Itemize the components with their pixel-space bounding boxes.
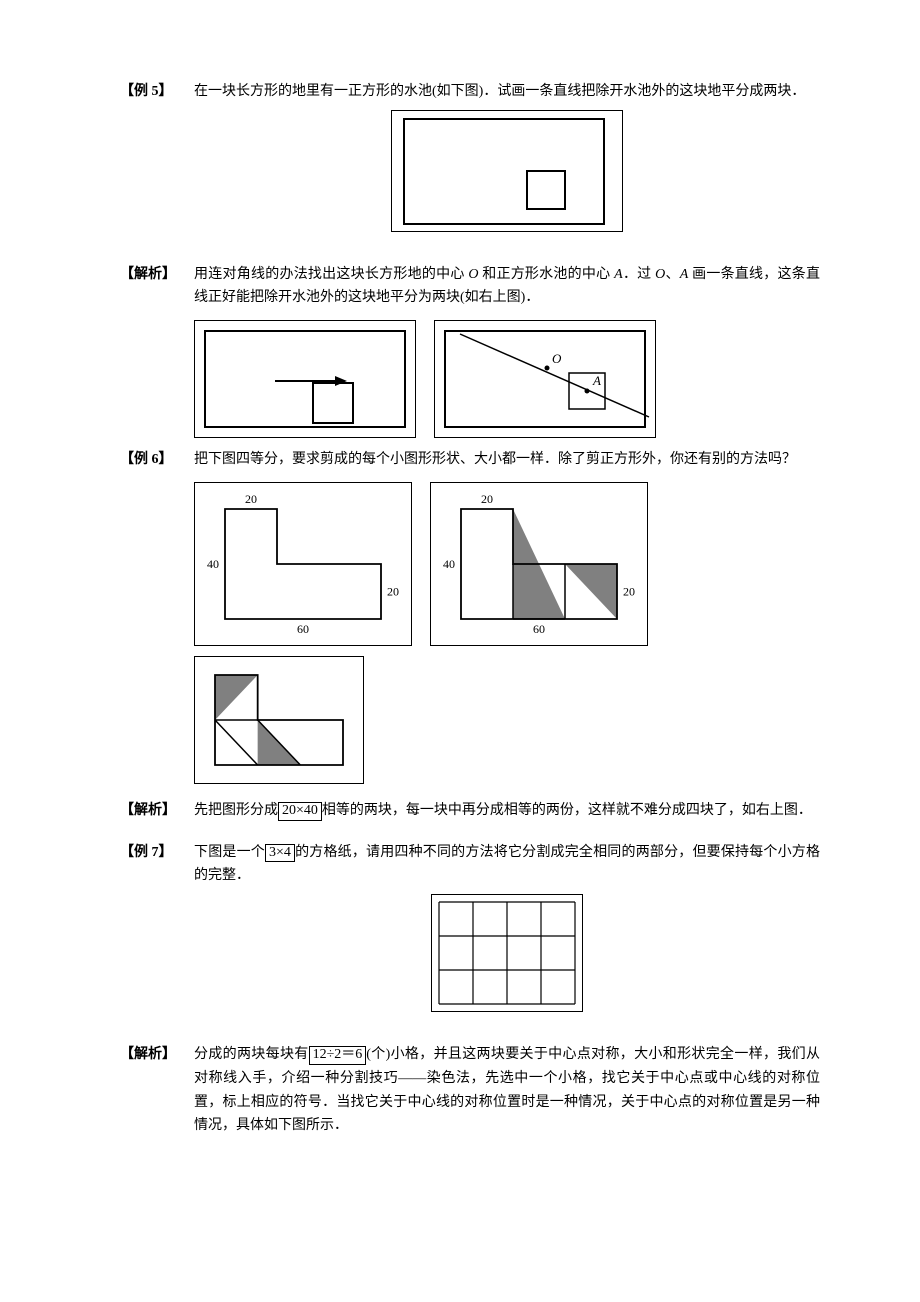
analysis-5: 【解析】 用连对角线的办法找出这块长方形地的中心 O 和正方形水池的中心 A．过… — [120, 263, 820, 315]
example-6: 【例 6】 把下图四等分，要求剪成的每个小图形形状、大小都一样．除了剪正方形外，… — [120, 448, 820, 476]
analysis-6: 【解析】 先把图形分成20×40相等的两块，每一块中再分成相等的两份，这样就不难… — [120, 799, 820, 827]
an7-box: 12÷2＝6 — [309, 1046, 367, 1065]
example-5-tag: 【例 5】 — [120, 80, 194, 257]
example-7-body: 下图是一个3×4的方格纸，请用四种不同的方法将它分割成完全相同的两部分，但要保持… — [194, 841, 820, 1037]
example-5-text: 在一块长方形的地里有一正方形的水池(如下图)．试画一条直线把除开水池外的这块地平… — [194, 80, 820, 104]
ex7-grid-svg — [438, 901, 576, 1005]
analysis-7-body: 分成的两块每块有12÷2＝6(个)小格，并且这两块要关于中心点对称，大小和形状完… — [194, 1043, 820, 1142]
an5-t3: ．过 — [623, 267, 655, 282]
svg-text:A: A — [592, 373, 601, 388]
svg-text:60: 60 — [533, 622, 545, 636]
an5-right-svg: O A — [435, 321, 655, 437]
an7-t1: 分成的两块每块有 — [194, 1047, 309, 1062]
example-7-figure — [194, 894, 820, 1021]
an6-t1: 先把图形分成 — [194, 803, 278, 818]
svg-text:60: 60 — [297, 622, 309, 636]
an5-A1: A — [614, 267, 623, 282]
ex6-figB: 20 40 20 60 — [431, 483, 647, 645]
example-5-figure — [194, 110, 820, 241]
svg-text:20: 20 — [623, 584, 635, 598]
example-7-text: 下图是一个3×4的方格纸，请用四种不同的方法将它分割成完全相同的两部分，但要保持… — [194, 841, 820, 889]
analysis-7: 【解析】 分成的两块每块有12÷2＝6(个)小格，并且这两块要关于中心点对称，大… — [120, 1043, 820, 1142]
analysis-5-tag: 【解析】 — [120, 263, 194, 315]
an5-t4: 、 — [665, 267, 679, 282]
an5-t2: 和正方形水池的中心 — [478, 267, 614, 282]
an5-left-svg — [195, 321, 415, 437]
example-7-tag: 【例 7】 — [120, 841, 194, 1037]
example-6-text: 把下图四等分，要求剪成的每个小图形形状、大小都一样．除了剪正方形外，你还有别的方… — [194, 448, 820, 472]
svg-text:20: 20 — [481, 492, 493, 506]
analysis-5-text: 用连对角线的办法找出这块长方形地的中心 O 和正方形水池的中心 A．过 O、A … — [194, 263, 820, 311]
example-6-body: 把下图四等分，要求剪成的每个小图形形状、大小都一样．除了剪正方形外，你还有别的方… — [194, 448, 820, 476]
an6-t2: 相等的两块，每一块中再分成相等的两份，这样就不难分成四块了，如右上图． — [322, 803, 812, 818]
analysis-6-body: 先把图形分成20×40相等的两块，每一块中再分成相等的两份，这样就不难分成四块了… — [194, 799, 820, 827]
analysis-7-tag: 【解析】 — [120, 1043, 194, 1142]
an5-O1: O — [468, 267, 478, 282]
an6-box: 20×40 — [278, 802, 322, 821]
ex5-svg — [392, 111, 622, 231]
svg-text:40: 40 — [443, 557, 455, 571]
example-5: 【例 5】 在一块长方形的地里有一正方形的水池(如下图)．试画一条直线把除开水池… — [120, 80, 820, 257]
example-6-figures-row: 20 40 20 60 20 40 20 60 — [194, 482, 820, 646]
analysis-6-tag: 【解析】 — [120, 799, 194, 827]
analysis-5-body: 用连对角线的办法找出这块长方形地的中心 O 和正方形水池的中心 A．过 O、A … — [194, 263, 820, 315]
ex6-figA: 20 40 20 60 — [195, 483, 411, 645]
svg-text:40: 40 — [207, 557, 219, 571]
analysis-7-text: 分成的两块每块有12÷2＝6(个)小格，并且这两块要关于中心点对称，大小和形状完… — [194, 1043, 820, 1138]
svg-text:O: O — [552, 351, 562, 366]
example-6-figC-wrap — [194, 656, 820, 793]
example-5-body: 在一块长方形的地里有一正方形的水池(如下图)．试画一条直线把除开水池外的这块地平… — [194, 80, 820, 257]
an5-t1: 用连对角线的办法找出这块长方形地的中心 — [194, 267, 468, 282]
example-6-tag: 【例 6】 — [120, 448, 194, 476]
an5-O2: O — [655, 267, 665, 282]
analysis-6-text: 先把图形分成20×40相等的两块，每一块中再分成相等的两份，这样就不难分成四块了… — [194, 799, 820, 823]
svg-text:20: 20 — [387, 584, 399, 598]
analysis-5-figures: O A — [194, 320, 820, 438]
svg-text:20: 20 — [245, 492, 257, 506]
example-7: 【例 7】 下图是一个3×4的方格纸，请用四种不同的方法将它分割成完全相同的两部… — [120, 841, 820, 1037]
ex7-box: 3×4 — [265, 844, 295, 863]
ex6-figC — [195, 657, 363, 783]
ex7-t1: 下图是一个 — [194, 845, 265, 860]
